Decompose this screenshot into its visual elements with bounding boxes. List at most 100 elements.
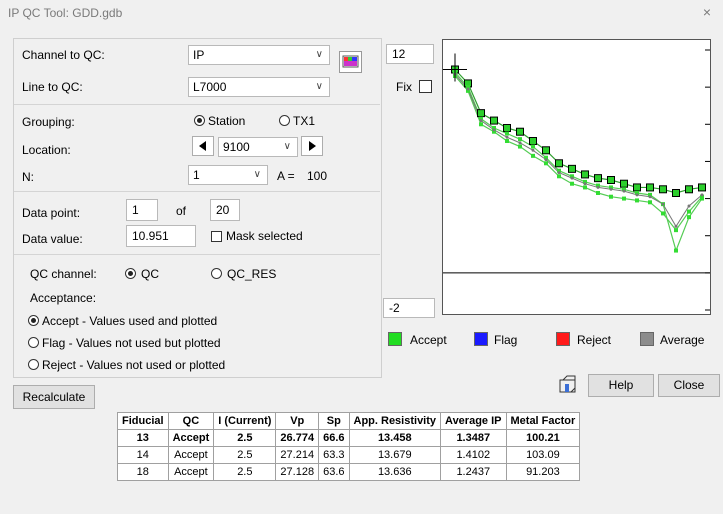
mask-selected-label: Mask selected <box>226 229 303 243</box>
data-point[interactable] <box>687 209 691 214</box>
n-select[interactable]: 1 ∨ <box>188 165 268 185</box>
data-point[interactable] <box>466 85 470 90</box>
mask-selected-checkbox[interactable] <box>211 231 222 242</box>
qc-channel-qc-radio[interactable] <box>125 268 136 279</box>
data-point[interactable] <box>479 122 483 127</box>
data-point[interactable] <box>581 170 589 179</box>
data-point[interactable] <box>687 215 691 220</box>
data-point[interactable] <box>516 127 524 136</box>
data-point[interactable] <box>531 153 535 158</box>
data-point[interactable] <box>557 168 561 173</box>
data-point[interactable] <box>607 176 615 184</box>
data-point[interactable] <box>531 144 535 149</box>
data-point[interactable] <box>635 191 639 195</box>
flag-radio[interactable] <box>28 337 39 348</box>
close-button[interactable]: Close <box>658 374 720 397</box>
data-point[interactable] <box>505 139 509 143</box>
data-point[interactable] <box>620 179 628 188</box>
data-point[interactable] <box>570 174 574 179</box>
data-point[interactable] <box>583 185 587 190</box>
data-point[interactable] <box>557 174 561 179</box>
data-point[interactable] <box>596 183 600 188</box>
data-point[interactable] <box>529 137 537 145</box>
data-point[interactable] <box>492 126 496 130</box>
data-point[interactable] <box>568 164 576 173</box>
data-point[interactable] <box>674 228 678 233</box>
channel-select[interactable]: IP ∨ <box>188 45 330 65</box>
location-prev-button[interactable] <box>192 136 214 156</box>
legend-flag-label: Flag <box>494 333 518 347</box>
data-point[interactable] <box>518 137 522 142</box>
table-row[interactable]: 14 Accept 2.5 27.214 63.3 13.679 1.4102 103.09 <box>117 446 581 464</box>
accept-radio[interactable] <box>28 315 39 326</box>
reject-option-label: Reject - Values not used or plotted <box>42 358 226 372</box>
data-point[interactable] <box>544 155 548 160</box>
table-header-cell: Vp <box>275 412 320 430</box>
data-point[interactable] <box>700 194 704 199</box>
ip-decay-chart[interactable] <box>442 39 711 315</box>
close-window-icon[interactable]: × <box>702 4 711 20</box>
recalculate-button[interactable]: Recalculate <box>13 385 95 409</box>
data-point[interactable] <box>503 124 511 132</box>
data-point[interactable] <box>622 196 626 201</box>
average-point <box>492 128 496 132</box>
data-point[interactable] <box>622 187 626 192</box>
data-point[interactable] <box>685 185 693 194</box>
table-row[interactable]: 13 Accept 2.5 26.774 66.6 13.458 1.3487 100.21 <box>117 429 581 447</box>
data-point[interactable] <box>570 181 574 186</box>
average-point <box>505 135 509 139</box>
table-cell: 2.5 <box>213 463 277 481</box>
table-row[interactable]: 18 Accept 2.5 27.128 63.6 13.636 1.2437 91.203 <box>117 463 581 481</box>
data-point[interactable] <box>672 189 680 197</box>
data-point[interactable] <box>648 200 652 205</box>
data-point[interactable] <box>544 161 548 166</box>
divider <box>14 104 380 105</box>
flag-option-label: Flag - Values not used but plotted <box>42 336 221 350</box>
data-point[interactable] <box>477 109 485 118</box>
data-point[interactable] <box>479 116 483 121</box>
table-cell: 2.5 <box>213 446 277 464</box>
data-point[interactable] <box>594 174 602 183</box>
data-point[interactable] <box>659 185 667 194</box>
data-point[interactable] <box>518 144 522 149</box>
help-button[interactable]: Help <box>588 374 654 397</box>
y-min-input[interactable]: -2 <box>383 298 435 318</box>
data-point[interactable] <box>646 183 654 192</box>
data-point[interactable] <box>635 198 639 203</box>
data-value-input[interactable]: 10.951 <box>126 225 196 247</box>
data-point[interactable] <box>661 211 665 216</box>
data-point-input[interactable]: 1 <box>126 199 158 221</box>
data-point[interactable] <box>492 129 496 134</box>
data-point[interactable] <box>698 183 706 192</box>
data-point[interactable] <box>596 191 600 195</box>
average-point <box>518 141 522 145</box>
y-max-input[interactable]: 12 <box>386 44 434 64</box>
reject-radio[interactable] <box>28 359 39 370</box>
data-point[interactable] <box>633 183 641 192</box>
qc-channel-qcres-radio[interactable] <box>211 268 222 279</box>
data-point[interactable] <box>490 116 498 125</box>
table-cell: 63.3 <box>318 446 350 464</box>
data-point[interactable] <box>609 194 613 199</box>
location-next-button[interactable] <box>301 136 323 156</box>
data-point[interactable] <box>505 131 509 136</box>
color-palette-button[interactable] <box>339 51 362 73</box>
line-select[interactable]: L7000 ∨ <box>188 77 330 97</box>
fix-label: Fix <box>396 80 412 94</box>
data-point[interactable] <box>609 185 613 190</box>
table-cell: 103.09 <box>505 446 581 464</box>
data-point[interactable] <box>648 192 652 197</box>
grouping-station-radio[interactable] <box>194 115 205 126</box>
legend-reject-label: Reject <box>577 333 612 347</box>
data-point[interactable] <box>583 179 587 184</box>
data-point[interactable] <box>542 146 550 155</box>
fix-checkbox[interactable] <box>419 80 432 93</box>
data-point[interactable] <box>466 88 470 93</box>
help-book-icon[interactable] <box>557 374 579 396</box>
data-point-value: 1 <box>132 203 139 217</box>
data-point[interactable] <box>555 159 563 168</box>
channel-label: Channel to QC: <box>22 48 105 62</box>
location-select[interactable]: 9100 ∨ <box>218 137 298 157</box>
grouping-tx1-radio[interactable] <box>279 115 290 126</box>
data-point[interactable] <box>674 248 678 253</box>
